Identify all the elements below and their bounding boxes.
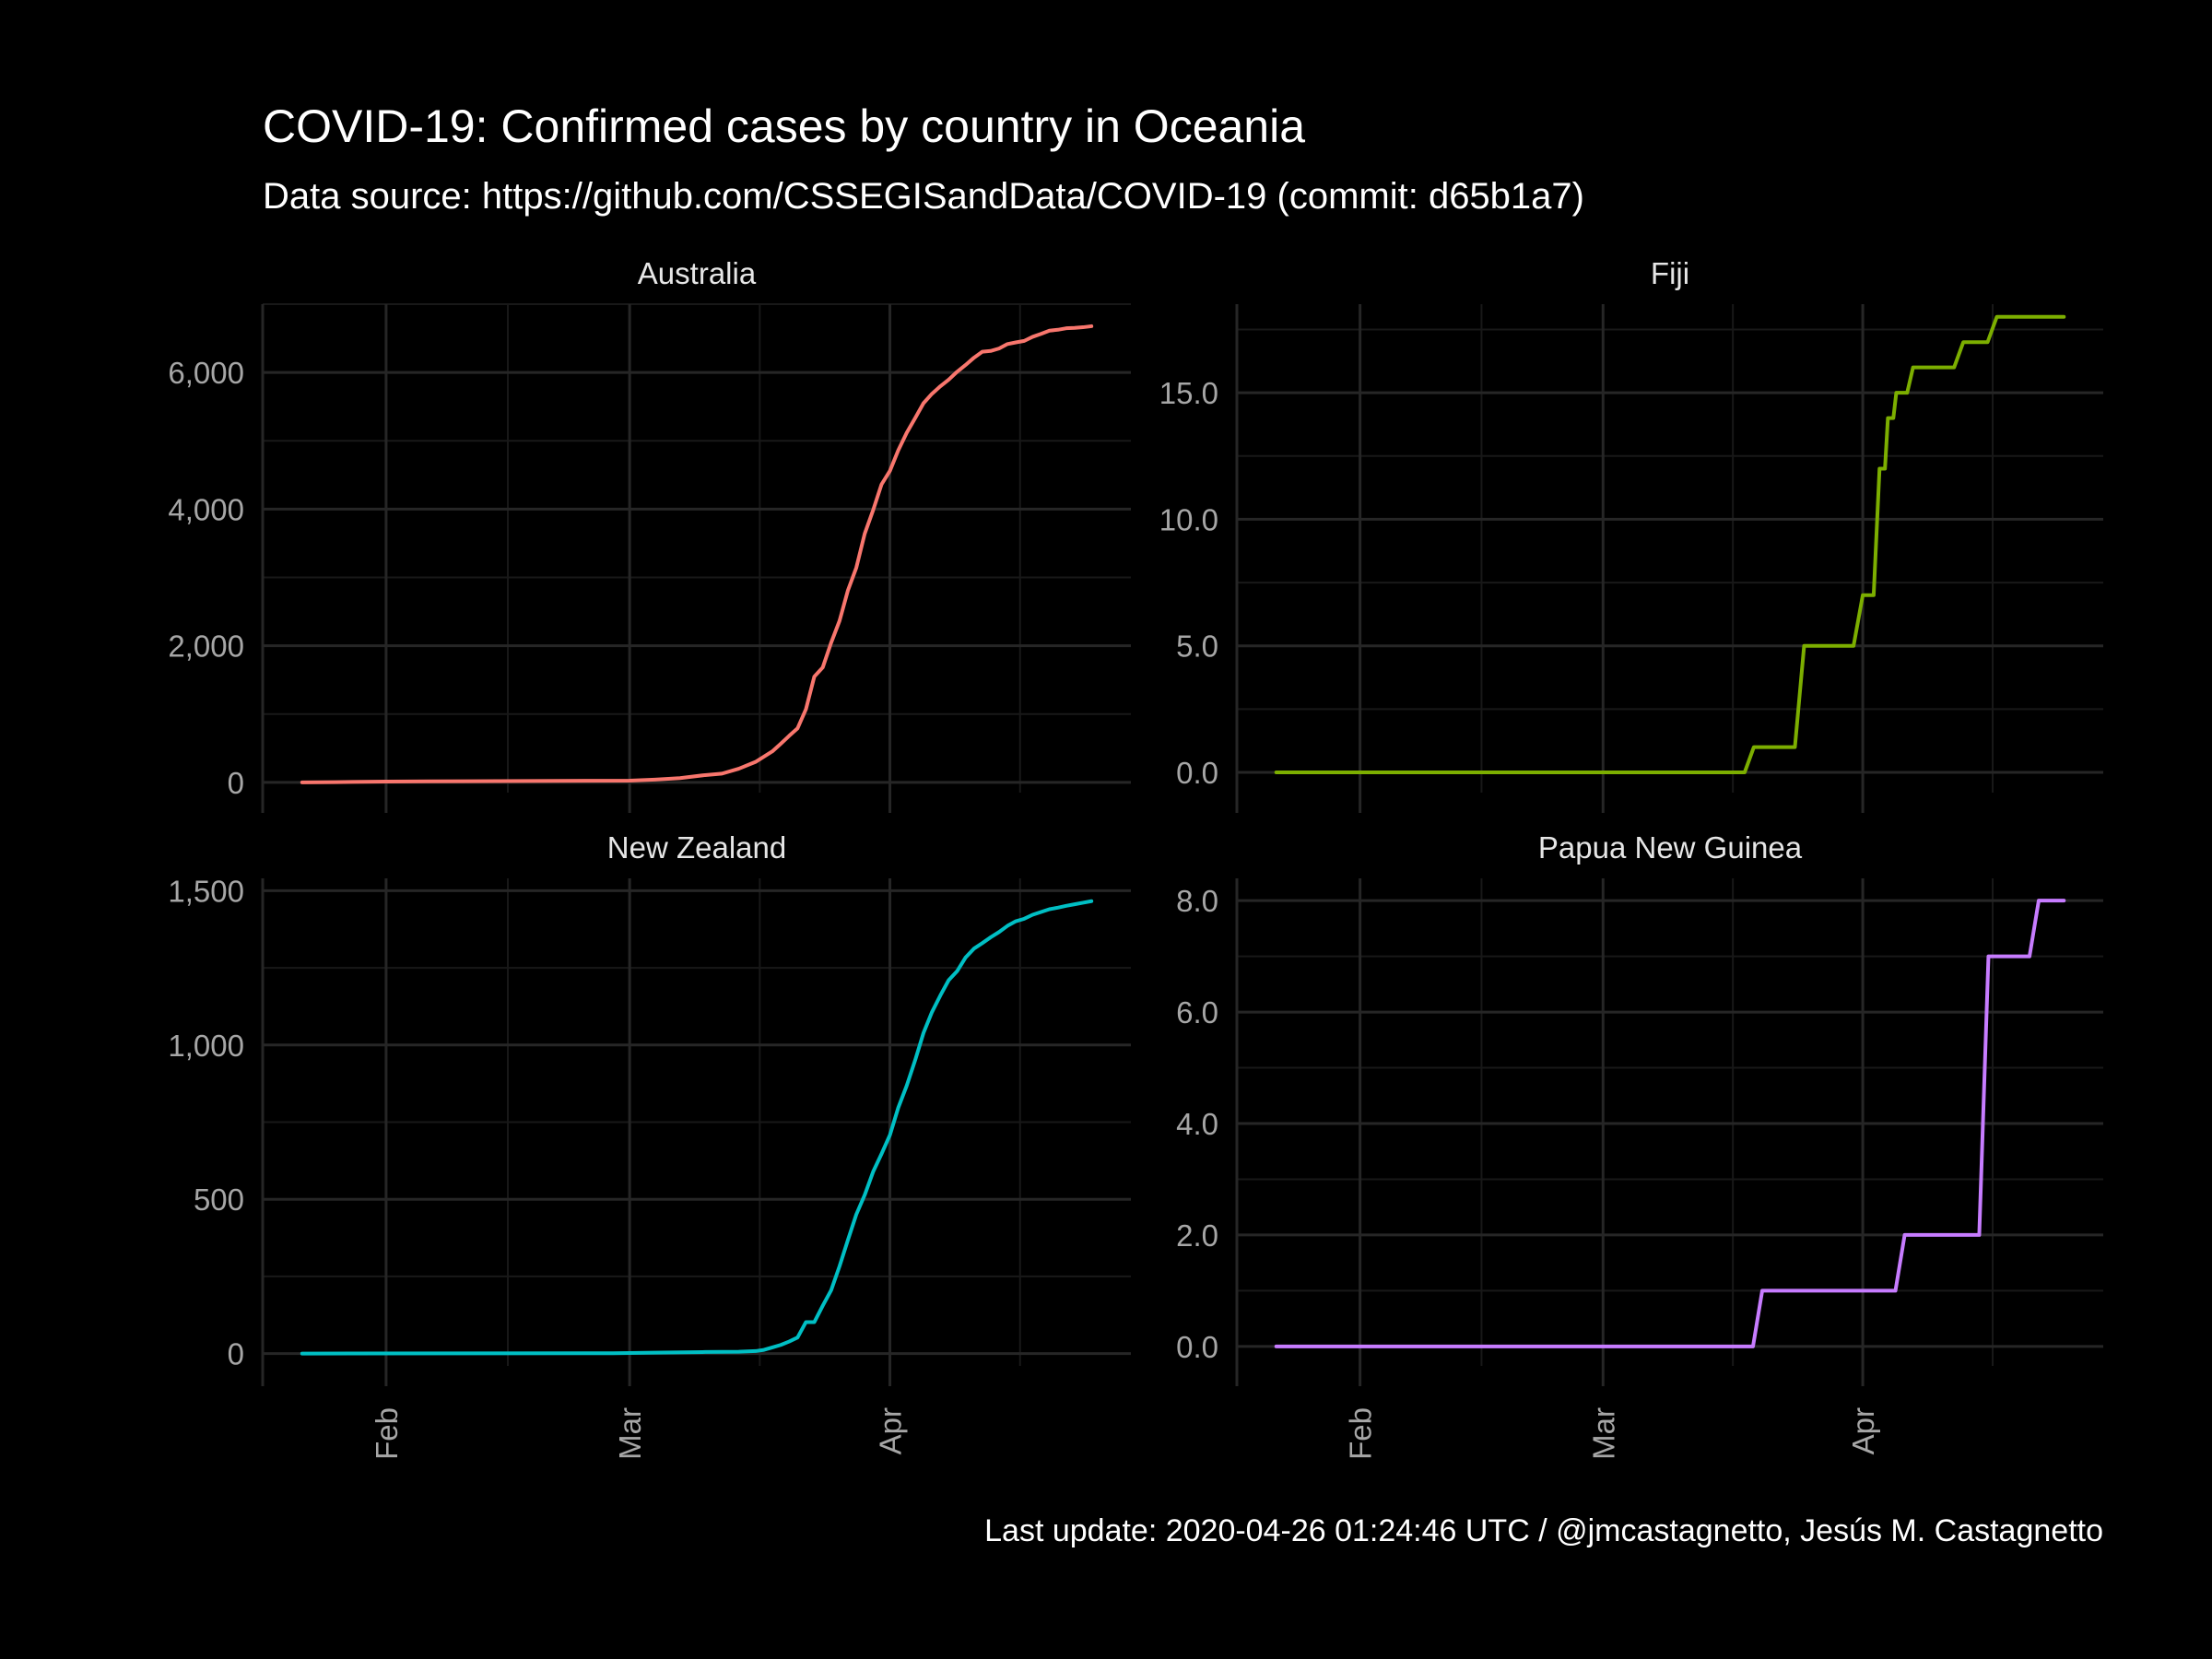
facet-title: Papua New Guinea	[1538, 830, 1803, 865]
chart-title: COVID-19: Confirmed cases by country in …	[263, 100, 1305, 152]
facet-title: New Zealand	[607, 830, 786, 865]
x-tick-label: Feb	[370, 1407, 404, 1460]
series-line-australia	[300, 324, 1094, 784]
facet-panels: 0 2,000 4,000 6,000 Australia 0.0 5.0 10.0 15.0 F…	[168, 256, 2103, 1460]
x-tick-label: Apr	[874, 1407, 908, 1454]
series-line-new-zealand	[300, 899, 1094, 1356]
x-tick-label: Mar	[1586, 1407, 1620, 1460]
y-tick-label: 15.0	[1159, 376, 1218, 410]
y-tick-label: 0	[228, 1337, 244, 1371]
facet-panel-australia: 0 2,000 4,000 6,000 Australia	[168, 256, 1131, 813]
x-tick-label: Mar	[613, 1407, 647, 1460]
y-tick-label: 2,000	[168, 629, 244, 664]
y-tick-label: 0.0	[1176, 1330, 1218, 1364]
y-tick-label: 0.0	[1176, 756, 1218, 790]
y-tick-label: 10.0	[1159, 502, 1218, 536]
y-tick-label: 5.0	[1176, 629, 1218, 664]
facet-panel-new-zealand: 0 500 1,000 1,500 Feb Mar Apr New Zealand	[168, 830, 1131, 1460]
y-tick-label: 500	[194, 1182, 244, 1217]
y-tick-label: 2.0	[1176, 1218, 1218, 1253]
chart-caption: Last update: 2020-04-26 01:24:46 UTC / @…	[984, 1513, 2103, 1548]
y-tick-label: 0	[228, 766, 244, 800]
y-tick-label: 4,000	[168, 492, 244, 526]
y-tick-label: 4.0	[1176, 1107, 1218, 1141]
facet-panel-papua-new-guinea: 0.0 2.0 4.0 6.0 8.0 Feb Mar Apr Papua New Guinea	[1176, 830, 2103, 1460]
x-tick-label: Feb	[1344, 1407, 1378, 1460]
x-tick-label: Apr	[1846, 1407, 1880, 1454]
y-tick-label: 8.0	[1176, 884, 1218, 918]
facet-panel-fiji: 0.0 5.0 10.0 15.0 Fiji	[1159, 256, 2103, 813]
y-tick-label: 1,500	[168, 874, 244, 908]
series-line-papua-new-guinea	[1274, 899, 2066, 1348]
y-tick-label: 6.0	[1176, 995, 1218, 1030]
facet-title: Australia	[638, 256, 757, 290]
series-line-fiji	[1274, 314, 2066, 775]
chart-subtitle: Data source: https://github.com/CSSEGISa…	[263, 176, 1584, 217]
facet-title: Fiji	[1651, 256, 1689, 290]
y-tick-label: 1,000	[168, 1029, 244, 1063]
y-tick-label: 6,000	[168, 356, 244, 390]
